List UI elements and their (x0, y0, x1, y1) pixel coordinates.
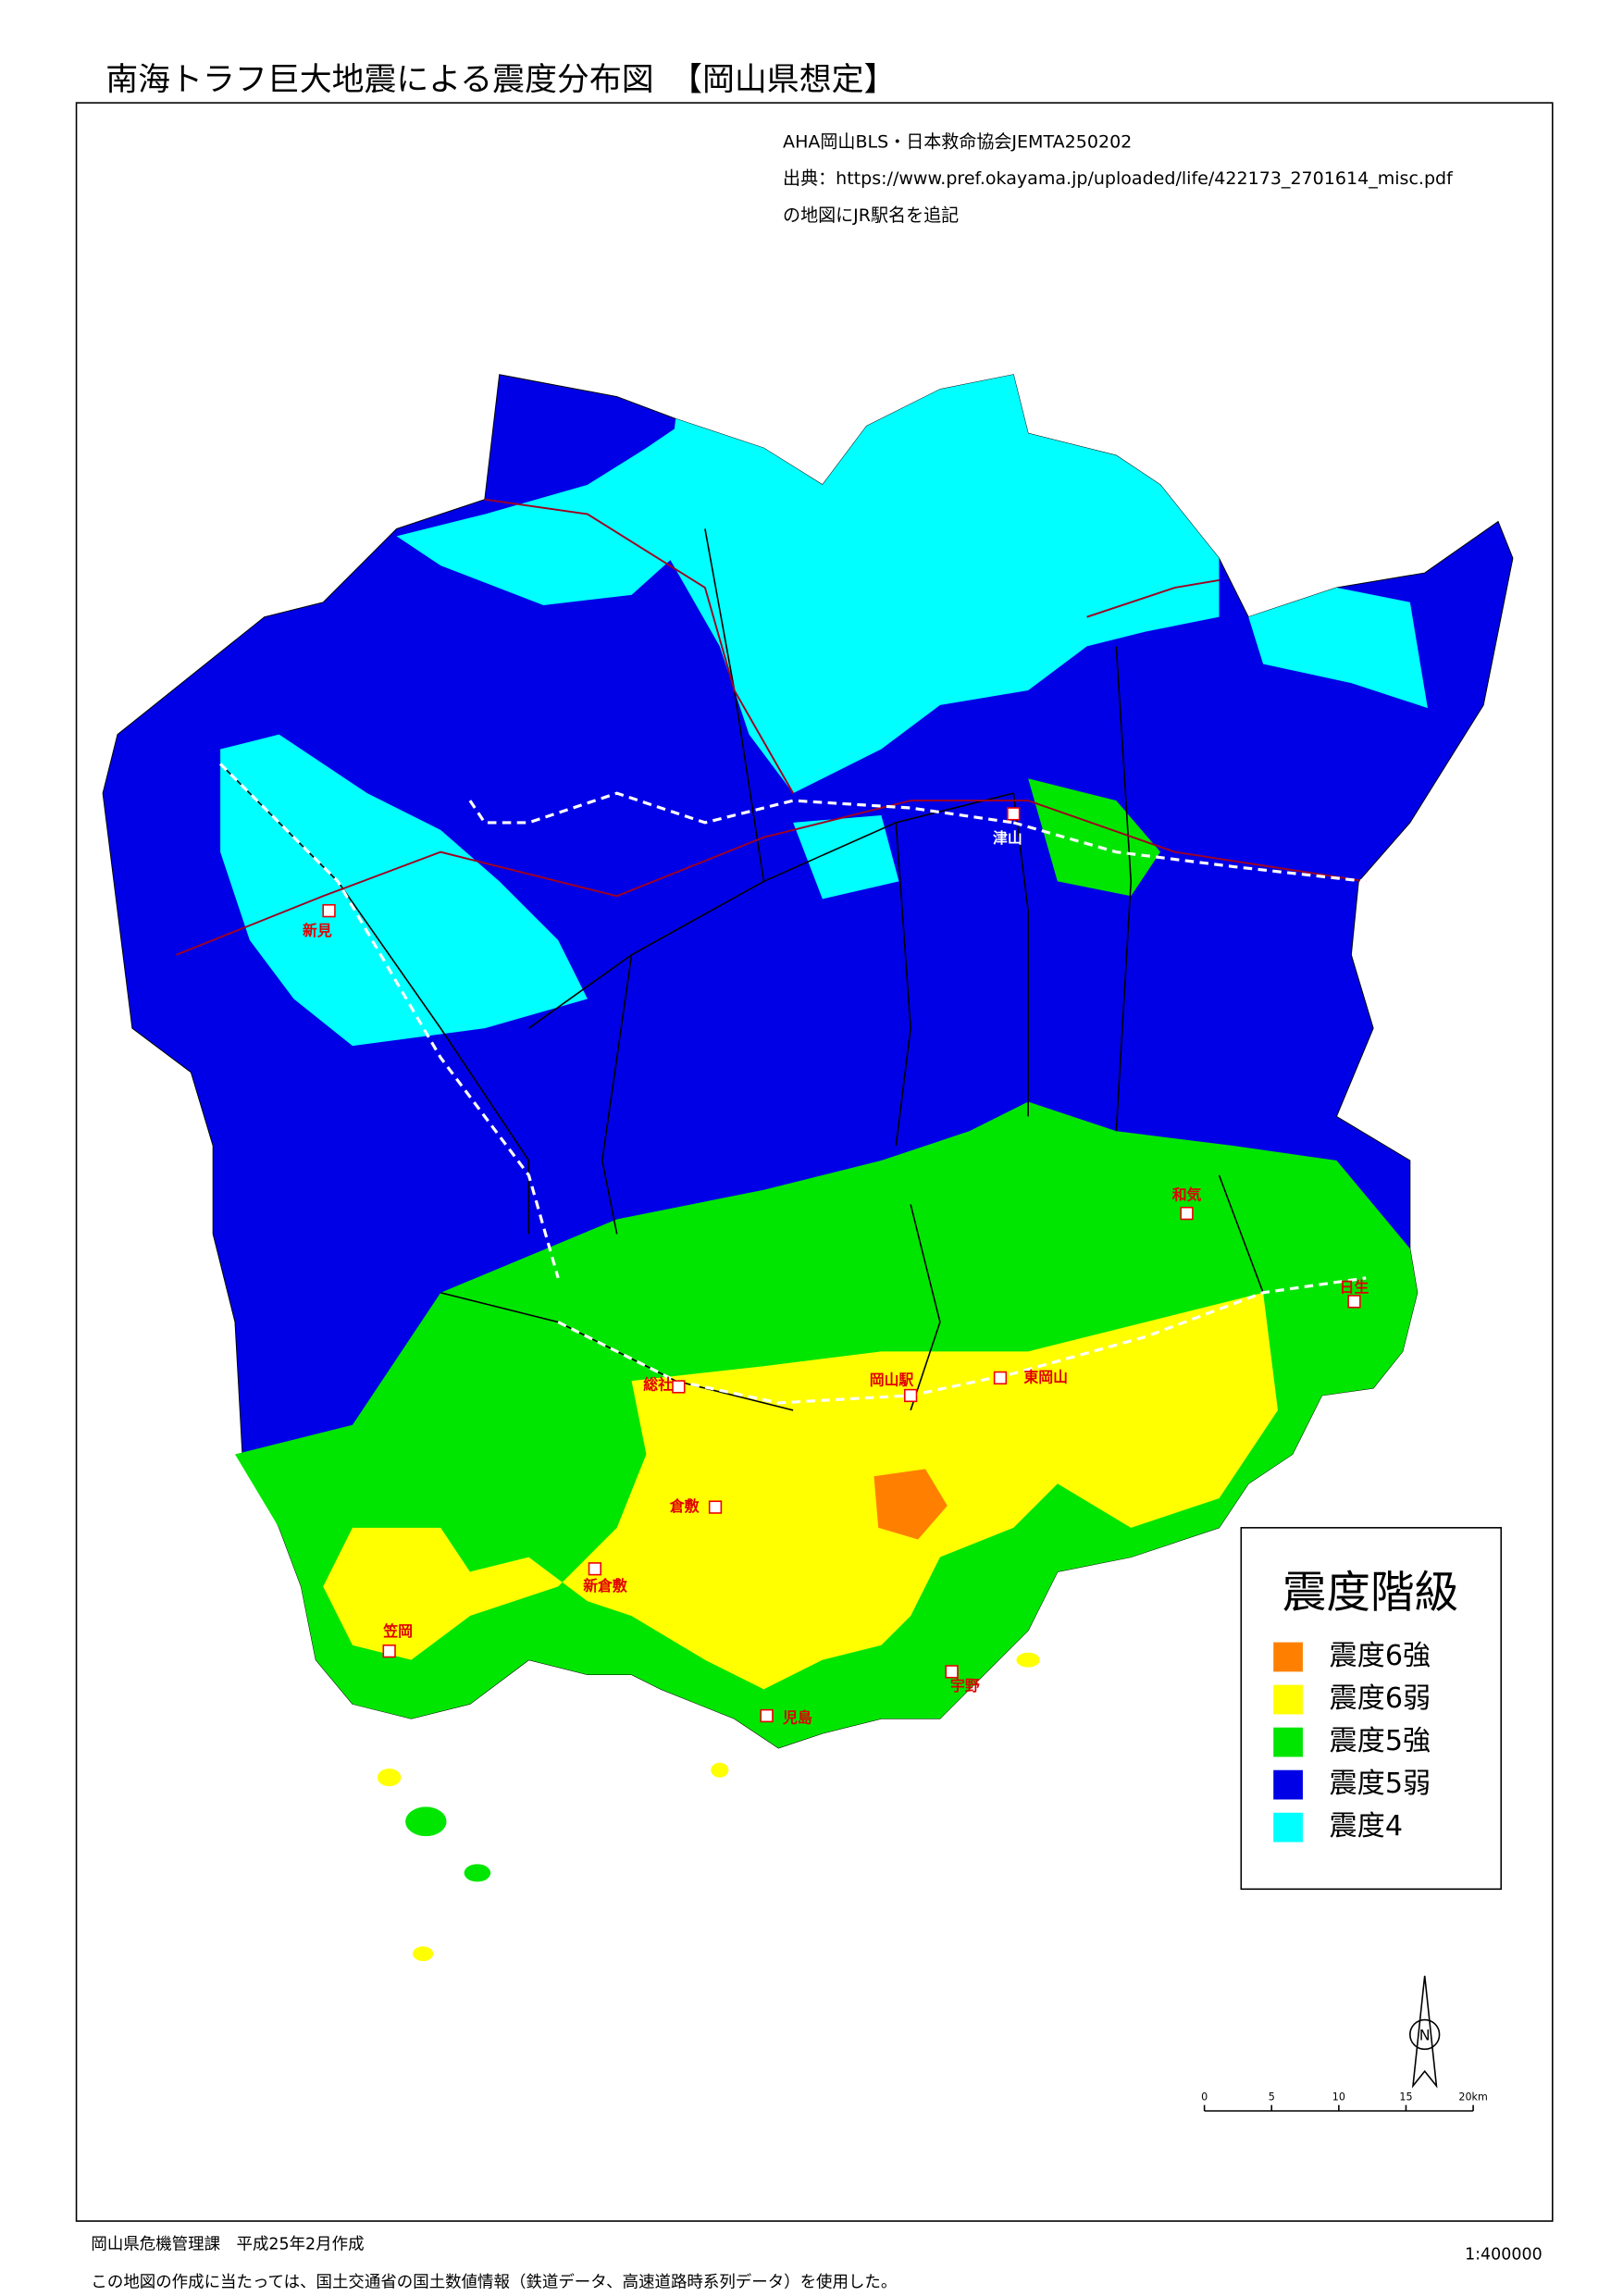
station-marker (708, 1500, 723, 1514)
scale-tick-label: 10 (1332, 2091, 1345, 2104)
map (102, 374, 1514, 1962)
island (377, 1769, 402, 1787)
island (1344, 1314, 1387, 1345)
station-label: 和気 (1172, 1186, 1202, 1204)
island (405, 1806, 447, 1837)
legend-title: 震度階級 (1282, 1568, 1458, 1619)
island (711, 1762, 729, 1778)
station-label: 宇野 (950, 1677, 980, 1694)
legend-label: 震度5弱 (1330, 1768, 1431, 1800)
station-label: 岡山駅 (870, 1371, 914, 1389)
zone-5-upper (1028, 778, 1160, 897)
footer-note: この地図の作成に当たっては、国土交通省の国土数値情報（鉄道データ、高速道路時系列… (91, 2273, 897, 2292)
north-arrow: N (1409, 1975, 1441, 2089)
station-marker (672, 1380, 686, 1394)
station-marker (382, 1644, 396, 1658)
legend-label: 震度5強 (1330, 1725, 1431, 1757)
island (464, 1864, 491, 1882)
zone-4 (1248, 587, 1428, 709)
north-arrow-circle (1409, 2018, 1441, 2051)
zone-6-upper (873, 1469, 948, 1540)
station-marker (322, 904, 336, 918)
legend-swatch (1273, 1769, 1303, 1800)
legend-label: 震度6弱 (1330, 1682, 1431, 1715)
zone-6-lower (323, 1292, 1278, 1690)
station-marker (1007, 807, 1021, 821)
zone-4 (220, 734, 588, 1047)
station-label: 総社 (643, 1375, 673, 1393)
legend-swatch (1273, 1727, 1303, 1757)
scale-tick-label: 0 (1201, 2091, 1208, 2104)
islands (377, 1314, 1387, 1962)
station-marker (904, 1388, 918, 1403)
scale-tick-label: 5 (1269, 2091, 1275, 2104)
island (413, 1946, 434, 1962)
station-marker (993, 1371, 1008, 1385)
legend-label: 震度4 (1330, 1810, 1403, 1843)
legend-swatch (1273, 1642, 1303, 1672)
title: 南海トラフ巨大地震による震度分布図 【岡山県想定】 (105, 61, 896, 98)
road (176, 498, 1367, 956)
zone-4 (793, 814, 899, 900)
stations: 津山 新見 和気 日生 総社 岡山駅 東岡山 倉敷 新倉敷 笠岡 宇野 児島 (303, 807, 1369, 1727)
railway (218, 763, 1367, 1405)
scale-tick-label: 20km (1458, 2091, 1487, 2104)
station-label: 新見 (303, 922, 332, 939)
legend-swatch (1273, 1684, 1303, 1715)
north-label: N (1419, 2027, 1431, 2044)
station-label: 日生 (1340, 1279, 1369, 1297)
note: AHA岡山BLS・日本救命協会JEMTA250202 (783, 131, 1132, 152)
station-marker (588, 1562, 602, 1576)
legend-swatch (1273, 1812, 1303, 1843)
station-label: 津山 (993, 829, 1022, 847)
station-label: 児島 (782, 1709, 812, 1727)
station-label: 倉敷 (669, 1497, 700, 1515)
station-label: 新倉敷 (583, 1577, 627, 1595)
footer-author: 岡山県危機管理課 平成25年2月作成 (91, 2235, 364, 2253)
island (1016, 1652, 1040, 1668)
station-label: 東岡山 (1023, 1368, 1068, 1385)
scale-ratio: 1:400000 (1465, 2246, 1542, 2265)
scale-tick-label: 15 (1399, 2091, 1412, 2104)
station-marker (760, 1708, 774, 1723)
station-marker (1347, 1295, 1361, 1309)
station-marker (1180, 1206, 1194, 1221)
note: の地図にJR駅名を追記 (783, 205, 959, 226)
zone-4 (661, 374, 1220, 794)
north-arrow-shape (1411, 1975, 1438, 2089)
station-label: 笠岡 (382, 1622, 413, 1640)
scale-bar: 0 5 10 15 20km (1201, 2091, 1488, 2112)
note: 出典：https://www.pref.okayama.jp/uploaded/… (783, 168, 1454, 189)
zone-4 (396, 426, 705, 605)
legend-label: 震度6強 (1330, 1640, 1431, 1672)
station-marker (945, 1665, 959, 1679)
frame (75, 102, 1554, 2222)
